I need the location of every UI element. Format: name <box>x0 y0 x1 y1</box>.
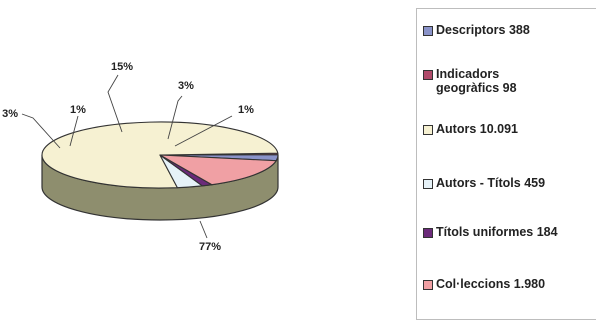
legend-swatch <box>423 70 433 80</box>
legend-item: Indicadors geogràfics 98 <box>423 67 517 95</box>
legend-swatch <box>423 280 433 290</box>
legend-label: Títols uniformes 184 <box>436 225 558 239</box>
chart-legend: Descriptors 388 Indicadors geogràfics 98 A… <box>416 8 596 320</box>
legend-label: Indicadors geogràfics 98 <box>436 67 517 95</box>
legend-label: Autors - Títols 459 <box>436 176 546 190</box>
legend-item: Col·leccions 1.980 <box>423 277 545 291</box>
leader-line <box>107 74 123 133</box>
pie-slice <box>159 154 277 186</box>
percent-label: 3% <box>178 80 194 92</box>
legend-swatch <box>423 228 433 238</box>
legend-label: Descriptors 388 <box>436 23 530 37</box>
legend-label: Autors 10.091 <box>436 122 518 136</box>
percent-label: 15% <box>111 61 133 73</box>
leader-line <box>69 115 79 147</box>
legend-item: Autors - Títols 459 <box>423 176 545 190</box>
legend-item: Títols uniformes 184 <box>423 225 558 239</box>
leader-line <box>199 220 208 239</box>
pie-plot: 3% 1% 77% 3% 1% 15% <box>2 61 279 253</box>
legend-item: Autors 10.091 <box>423 122 518 136</box>
legend-swatch <box>423 26 433 36</box>
legend-label: Col·leccions 1.980 <box>436 277 546 291</box>
percent-label: 1% <box>238 104 254 116</box>
legend-swatch <box>423 125 433 135</box>
percent-label: 3% <box>2 108 18 120</box>
leader-line <box>21 113 61 149</box>
percent-label: 77% <box>199 241 221 253</box>
percent-label: 1% <box>70 104 86 116</box>
leader-line <box>174 115 233 147</box>
legend-swatch <box>423 179 433 189</box>
legend-item: Descriptors 388 <box>423 23 530 37</box>
leader-line <box>167 95 183 140</box>
